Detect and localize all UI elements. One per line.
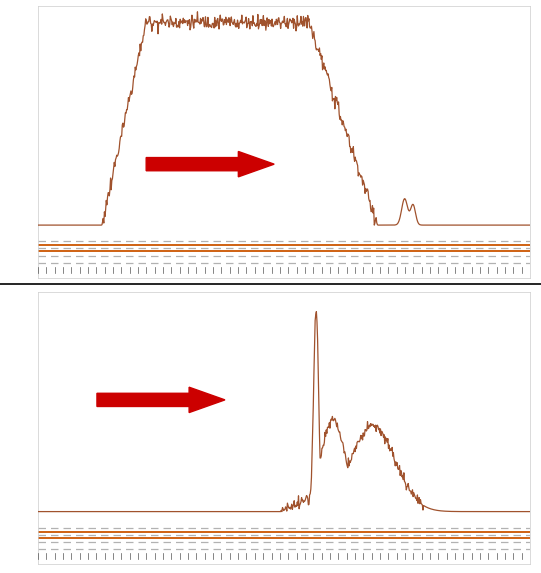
FancyArrow shape: [146, 151, 274, 177]
FancyArrow shape: [97, 387, 225, 413]
